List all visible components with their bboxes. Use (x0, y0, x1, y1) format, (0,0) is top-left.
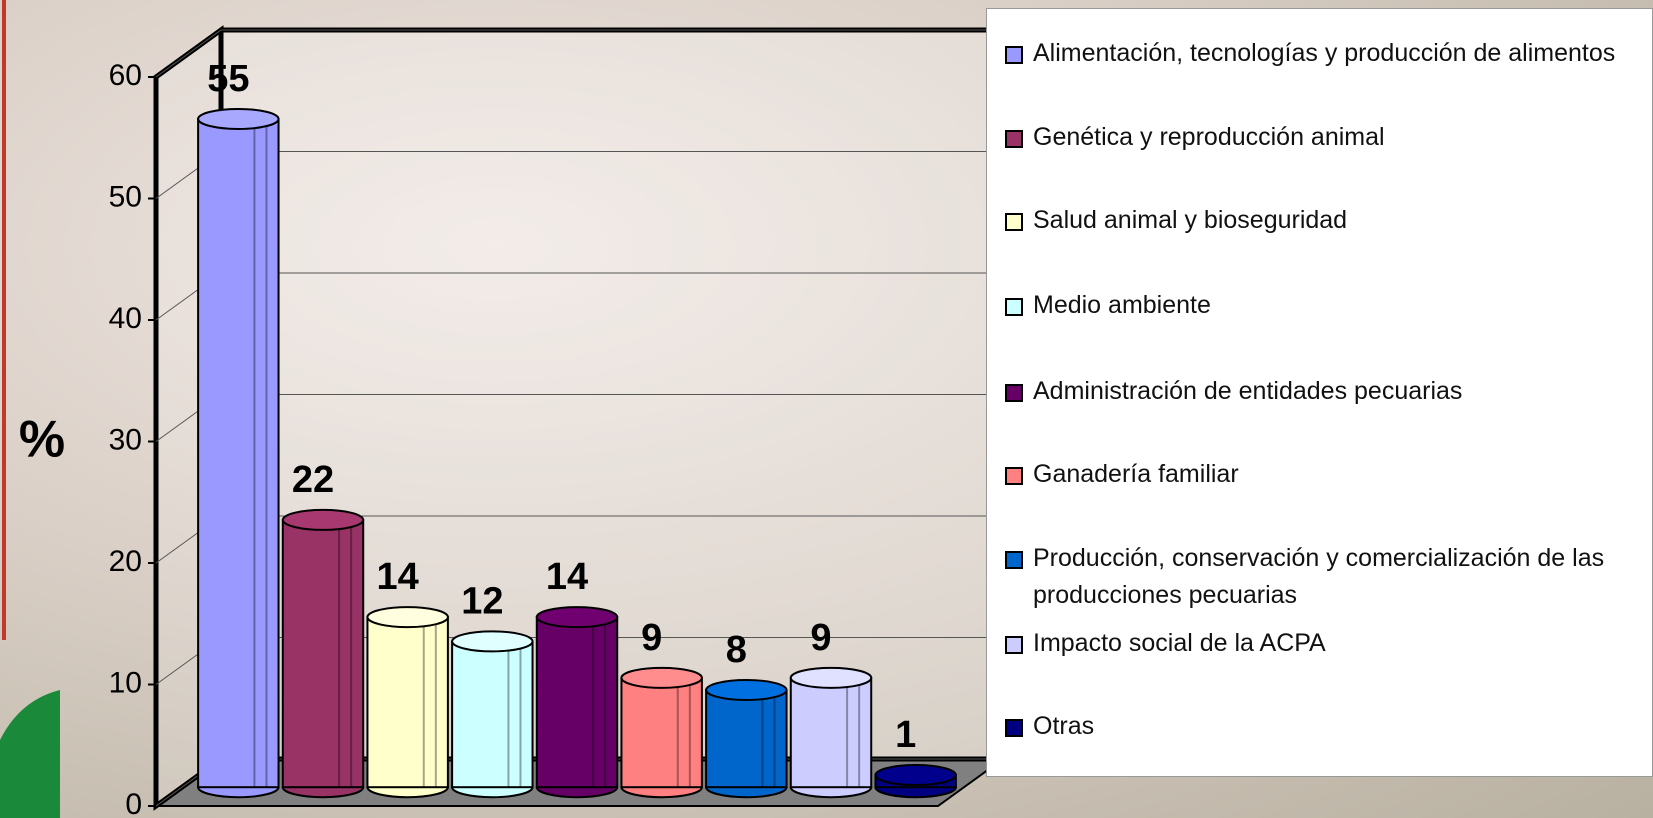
value-label: 14 (546, 556, 588, 598)
legend-swatch (1005, 130, 1023, 148)
bar-top (366, 606, 449, 629)
legend-swatch (1005, 467, 1023, 485)
legend-label: Producción, conservación y comercializac… (1033, 544, 1605, 609)
bar-top (197, 107, 280, 130)
legend-label: Administración de entidades pecuarias (1033, 377, 1463, 405)
bar-top (789, 666, 873, 689)
legend-swatch (1005, 384, 1023, 402)
bar (535, 616, 619, 789)
y-tick-label: 30 (109, 423, 142, 456)
legend-label: Medio ambiente (1033, 291, 1211, 319)
bar (366, 616, 449, 789)
decor-line (2, 0, 6, 640)
y-tick-label: 10 (109, 666, 142, 699)
legend-swatch (1005, 551, 1023, 569)
y-tick-label: 50 (109, 180, 142, 213)
legend-item: Otras (1005, 708, 1653, 745)
legend-item: Impacto social de la ACPA (1005, 625, 1653, 662)
bar-top (705, 679, 788, 701)
bar-top (620, 666, 703, 689)
legend: Alimentación, tecnologías y producción d… (986, 8, 1653, 777)
legend-swatch (1005, 298, 1023, 316)
bar-top (451, 630, 534, 653)
value-label: 22 (292, 459, 334, 501)
legend-item: Alimentación, tecnologías y producción d… (1005, 35, 1653, 72)
legend-label: Impacto social de la ACPA (1033, 629, 1326, 657)
legend-label: Salud animal y bioseguridad (1033, 206, 1348, 234)
bar (620, 676, 703, 789)
bar (789, 676, 873, 789)
value-label: 1 (895, 714, 916, 756)
legend-label: Otras (1033, 712, 1095, 740)
y-tick-label: 0 (125, 788, 142, 818)
y-tick-label: 20 (109, 545, 142, 578)
value-label: 55 (207, 58, 249, 100)
legend-swatch (1005, 46, 1023, 64)
y-tick-label: 60 (109, 59, 142, 92)
legend-item: Medio ambiente (1005, 287, 1653, 324)
bar-top (535, 606, 619, 629)
legend-item: Genética y reproducción animal (1005, 119, 1653, 156)
value-label: 9 (810, 617, 831, 659)
value-label: 14 (377, 556, 419, 598)
value-label: 12 (461, 580, 503, 622)
value-label: 8 (726, 629, 747, 671)
bar-top (281, 508, 365, 531)
bar-top (874, 764, 957, 787)
legend-item: Salud animal y bioseguridad (1005, 202, 1653, 239)
y-axis-label: % (19, 411, 65, 469)
legend-label: Ganadería familiar (1033, 460, 1239, 488)
bar (451, 640, 534, 789)
y-tick-label: 40 (109, 302, 142, 335)
bar (197, 117, 280, 789)
legend-swatch (1005, 213, 1023, 231)
legend-item: Producción, conservación y comercializac… (1005, 540, 1653, 614)
value-label: 9 (641, 617, 662, 659)
decor-arc (0, 690, 60, 818)
legend-swatch (1005, 719, 1023, 737)
bar (705, 689, 788, 789)
legend-swatch (1005, 636, 1023, 654)
grid-line-side (155, 29, 222, 78)
legend-label: Genética y reproducción animal (1033, 123, 1385, 151)
legend-item: Ganadería familiar (1005, 456, 1653, 493)
legend-item: Administración de entidades pecuarias (1005, 373, 1653, 410)
legend-label: Alimentación, tecnologías y producción d… (1033, 39, 1616, 67)
